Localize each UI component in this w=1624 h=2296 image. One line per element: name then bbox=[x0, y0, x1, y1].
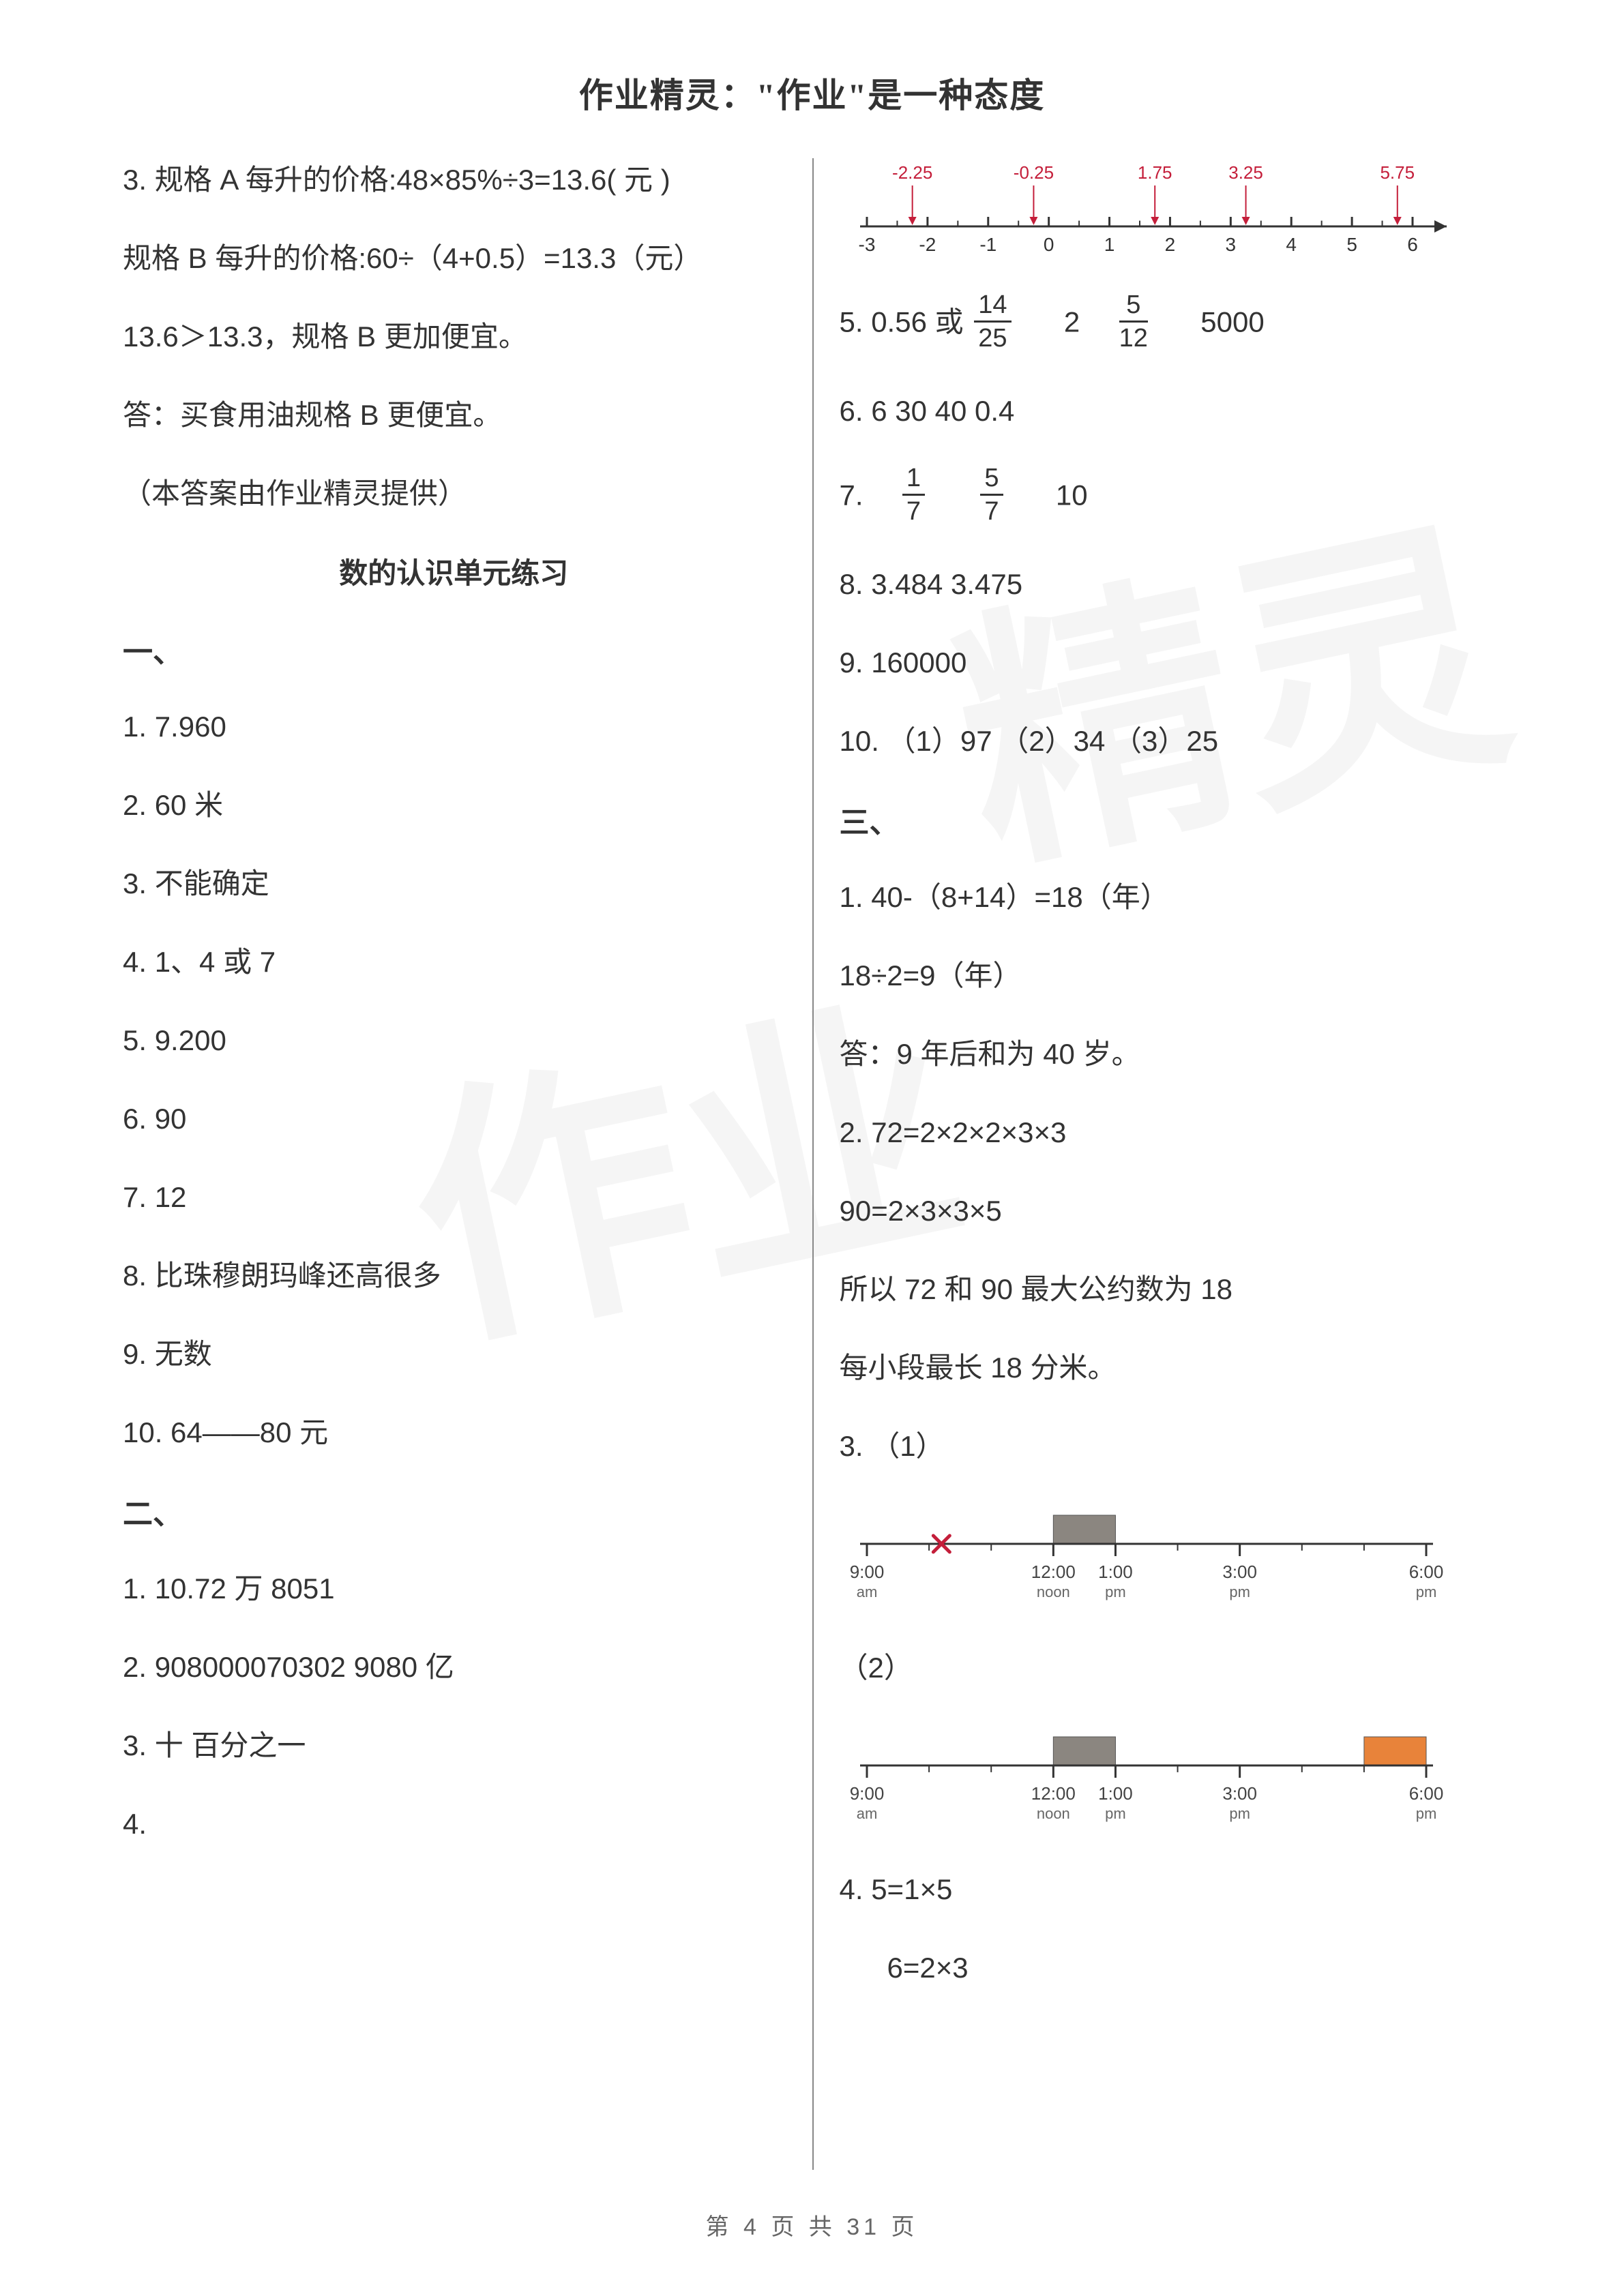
svg-text:0: 0 bbox=[1043, 234, 1054, 255]
s1-item8: 8. 比珠穆朗玛峰还高很多 bbox=[123, 1254, 785, 1297]
svg-text:am: am bbox=[856, 1583, 877, 1600]
timeline-2-figure: 9:00am12:00noon1:00pm3:00pm6:00pm bbox=[840, 1725, 1502, 1840]
q3-credit: （本答案由作业精灵提供） bbox=[123, 472, 785, 515]
number-line-svg: -3 -2 -1 0 1 2 3 4 5 6 -2.25 -0.25 1.75 3.25 5.75 bbox=[840, 158, 1453, 267]
s1-item1: 1. 7.960 bbox=[123, 705, 785, 748]
section-3-head: 三、 bbox=[840, 798, 1502, 841]
r5-prefix: 5. 0.56 或 bbox=[840, 306, 964, 338]
t2b: 90=2×3×3×5 bbox=[840, 1189, 1502, 1232]
svg-text:3: 3 bbox=[1225, 234, 1236, 255]
number-line-figure: -3 -2 -1 0 1 2 3 4 5 6 -2.25 -0.25 1.75 3.25 5.75 bbox=[840, 158, 1502, 267]
t4b: 6=2×3 bbox=[840, 1946, 1502, 1989]
r7-prefix: 7. bbox=[840, 479, 863, 511]
s1-item10: 10. 64——80 元 bbox=[123, 1411, 785, 1454]
svg-text:1.75: 1.75 bbox=[1137, 162, 1172, 183]
svg-text:noon: noon bbox=[1036, 1583, 1069, 1600]
s1-item2: 2. 60 米 bbox=[123, 784, 785, 826]
svg-text:noon: noon bbox=[1036, 1805, 1069, 1822]
t4a: 4. 5=1×5 bbox=[840, 1868, 1502, 1911]
svg-text:12:00: 12:00 bbox=[1031, 1783, 1075, 1804]
r8: 8. 3.484 3.475 bbox=[840, 563, 1502, 606]
q3-line-b: 规格 B 每升的价格:60÷（4+0.5）=13.3（元） bbox=[123, 237, 785, 280]
page-footer: 第 4 页 共 31 页 bbox=[0, 2208, 1624, 2241]
s2-item4: 4. bbox=[123, 1802, 785, 1845]
svg-text:9:00: 9:00 bbox=[849, 1562, 884, 1582]
r7-frac2: 57 bbox=[980, 465, 1003, 524]
r5-mid: 2 bbox=[1064, 306, 1080, 338]
t3a: 3. （1） bbox=[840, 1425, 1502, 1467]
svg-text:3:00: 3:00 bbox=[1222, 1783, 1257, 1804]
q3-answer: 答：买食用油规格 B 更便宜。 bbox=[123, 393, 785, 436]
r7-frac1: 17 bbox=[902, 465, 925, 524]
t1c: 答：9 年后和为 40 岁。 bbox=[840, 1032, 1502, 1075]
s1-item5: 5. 9.200 bbox=[123, 1019, 785, 1062]
r7: 7. 17 57 10 bbox=[840, 468, 1502, 527]
s2-item2: 2. 908000070302 9080 亿 bbox=[123, 1645, 785, 1688]
svg-text:1:00: 1:00 bbox=[1098, 1783, 1133, 1804]
s1-item6: 6. 90 bbox=[123, 1097, 785, 1140]
r6: 6. 6 30 40 0.4 bbox=[840, 389, 1502, 432]
svg-text:-2: -2 bbox=[919, 234, 936, 255]
page-header: 作业精灵："作业"是一种态度 bbox=[123, 68, 1501, 117]
svg-text:pm: pm bbox=[1415, 1583, 1436, 1600]
svg-text:-3: -3 bbox=[858, 234, 875, 255]
page-body: 3. 规格 A 每升的价格:48×85%÷3=13.6( 元 ) 规格 B 每升… bbox=[123, 158, 1501, 2025]
unit-title: 数的认识单元练习 bbox=[123, 550, 785, 592]
r9: 9. 160000 bbox=[840, 641, 1502, 684]
r5-end: 5000 bbox=[1200, 306, 1264, 338]
left-column: 3. 规格 A 每升的价格:48×85%÷3=13.6( 元 ) 规格 B 每升… bbox=[123, 158, 812, 2025]
timeline-1-figure: 9:00am12:00noon1:00pm3:00pm6:00pm bbox=[840, 1503, 1502, 1619]
svg-text:1:00: 1:00 bbox=[1098, 1562, 1133, 1582]
svg-text:pm: pm bbox=[1105, 1805, 1126, 1822]
svg-text:3:00: 3:00 bbox=[1222, 1562, 1257, 1582]
svg-text:pm: pm bbox=[1229, 1805, 1250, 1822]
s2-item1: 1. 10.72 万 8051 bbox=[123, 1567, 785, 1610]
t2d: 每小段最长 18 分米。 bbox=[840, 1346, 1502, 1389]
timeline-1-svg: 9:00am12:00noon1:00pm3:00pm6:00pm bbox=[840, 1503, 1453, 1619]
timeline-2-svg: 9:00am12:00noon1:00pm3:00pm6:00pm bbox=[840, 1725, 1453, 1840]
t3b: （2） bbox=[840, 1646, 1502, 1689]
q3-line-c: 13.6＞13.3，规格 B 更加便宜。 bbox=[123, 315, 785, 358]
r7-end: 10 bbox=[1056, 479, 1088, 511]
s2-item3: 3. 十 百分之一 bbox=[123, 1724, 785, 1767]
svg-text:3.25: 3.25 bbox=[1228, 162, 1263, 183]
svg-text:5: 5 bbox=[1346, 234, 1357, 255]
s1-item7: 7. 12 bbox=[123, 1176, 785, 1219]
svg-text:pm: pm bbox=[1415, 1805, 1436, 1822]
s1-item3: 3. 不能确定 bbox=[123, 862, 785, 905]
svg-text:6:00: 6:00 bbox=[1408, 1562, 1443, 1582]
svg-text:pm: pm bbox=[1105, 1583, 1126, 1600]
column-divider bbox=[812, 158, 814, 2170]
svg-text:1: 1 bbox=[1104, 234, 1114, 255]
svg-text:-1: -1 bbox=[979, 234, 996, 255]
svg-text:pm: pm bbox=[1229, 1583, 1250, 1600]
t2a: 2. 72=2×2×2×3×3 bbox=[840, 1111, 1502, 1154]
right-column: -3 -2 -1 0 1 2 3 4 5 6 -2.25 -0.25 1.75 3.25 5.75 5. 0… bbox=[812, 158, 1502, 2025]
t1b: 18÷2=9（年） bbox=[840, 954, 1502, 997]
svg-text:-0.25: -0.25 bbox=[1013, 162, 1053, 183]
r5-frac2: 512 bbox=[1119, 292, 1148, 351]
r5-frac1: 1425 bbox=[974, 292, 1011, 351]
svg-text:9:00: 9:00 bbox=[849, 1783, 884, 1804]
q3-line-a: 3. 规格 A 每升的价格:48×85%÷3=13.6( 元 ) bbox=[123, 158, 785, 201]
svg-text:6: 6 bbox=[1407, 234, 1418, 255]
section-2-head: 二、 bbox=[123, 1489, 785, 1533]
svg-text:-2.25: -2.25 bbox=[892, 162, 932, 183]
svg-text:5.75: 5.75 bbox=[1380, 162, 1415, 183]
svg-text:4: 4 bbox=[1286, 234, 1297, 255]
svg-text:12:00: 12:00 bbox=[1031, 1562, 1075, 1582]
s1-item4: 4. 1、4 或 7 bbox=[123, 940, 785, 983]
r5: 5. 0.56 或 1425 2 512 5000 bbox=[840, 295, 1502, 354]
s1-item9: 9. 无数 bbox=[123, 1332, 785, 1375]
t1a: 1. 40-（8+14）=18（年） bbox=[840, 876, 1502, 919]
svg-text:am: am bbox=[856, 1805, 877, 1822]
r10: 10. （1）97 （2）34 （3）25 bbox=[840, 719, 1502, 762]
section-1-head: 一、 bbox=[123, 627, 785, 671]
t2c: 所以 72 和 90 最大公约数为 18 bbox=[840, 1268, 1502, 1311]
svg-text:6:00: 6:00 bbox=[1408, 1783, 1443, 1804]
svg-text:2: 2 bbox=[1164, 234, 1175, 255]
